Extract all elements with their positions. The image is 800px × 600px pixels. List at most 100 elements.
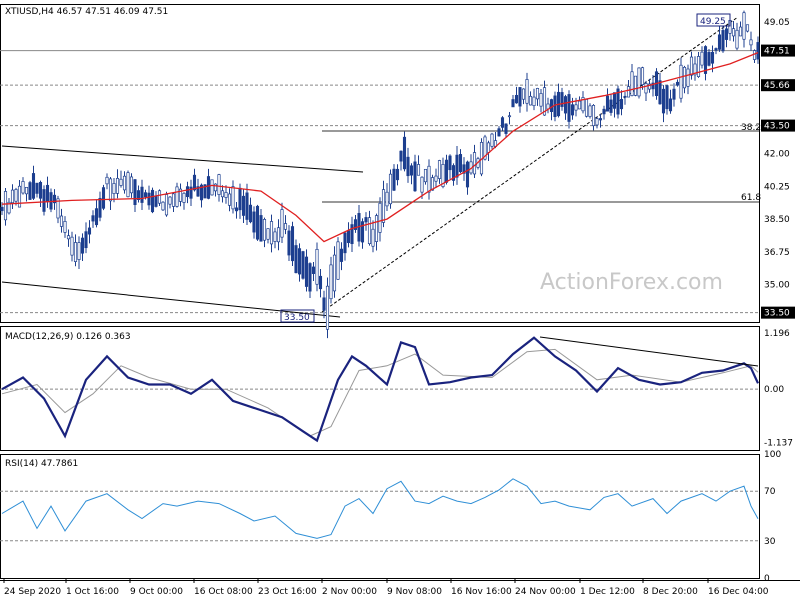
candle-body [756, 42, 760, 60]
candle-body [266, 228, 270, 240]
candle-body [360, 221, 365, 243]
candle-body [640, 67, 645, 86]
candle-body [98, 197, 102, 218]
price-panel [0, 10, 760, 339]
candle-body [238, 187, 242, 211]
candle-body [318, 275, 323, 290]
candle-body [371, 228, 375, 247]
candle-body [665, 85, 669, 110]
candle-body [745, 24, 750, 32]
candle-body [528, 95, 533, 106]
candle-body [234, 207, 239, 212]
candle-body [164, 194, 169, 216]
candle-body [80, 237, 85, 254]
candle-body [52, 194, 57, 204]
price-tick-label: 33.50 [764, 309, 790, 319]
candle-body [430, 177, 435, 191]
time-tick-label: 1 Oct 16:00 [66, 587, 119, 597]
candle-body [31, 173, 36, 199]
candle-body [644, 83, 648, 94]
rsi-tick-label: 30 [764, 537, 776, 547]
candle-body [73, 242, 78, 262]
candle-body [105, 176, 109, 185]
candle-body [570, 104, 575, 116]
candle-body [343, 232, 347, 254]
candle-body [304, 256, 309, 287]
candle-body [581, 97, 585, 112]
candle-body [658, 80, 662, 105]
candle-body [696, 56, 701, 78]
candle-body [651, 82, 655, 90]
candle-body [451, 165, 456, 181]
candle-body [714, 48, 718, 51]
symbol-header: XTIUSD,H4 46.57 47.51 46.09 47.51 [5, 7, 168, 17]
candle-body [567, 94, 571, 122]
candle-body [185, 186, 190, 198]
fib-61-label: 61.8 [741, 193, 761, 203]
candle-body [245, 192, 249, 220]
candle-body [749, 39, 753, 46]
candle-body [17, 185, 22, 208]
candle-body [392, 168, 396, 191]
candle-body [122, 175, 127, 191]
candle-body [252, 211, 256, 233]
candle-body [693, 63, 697, 76]
candle-body [381, 189, 386, 223]
candle-body [406, 156, 410, 177]
candle-body [497, 128, 501, 137]
candle-body [119, 178, 123, 186]
candle-body [612, 92, 617, 109]
candle-body [112, 183, 116, 194]
low-annotation: 33.50 [284, 313, 310, 323]
candle-body [262, 219, 267, 241]
candle-body [210, 179, 214, 196]
time-tick-label: 2 Nov 00:00 [322, 587, 377, 597]
candle-body [574, 104, 578, 111]
high-annotation: 49.25 [700, 17, 726, 27]
candle-body [175, 186, 179, 207]
candle-body [87, 227, 92, 235]
candle-body [255, 205, 260, 240]
candle-body [584, 99, 589, 117]
candle-body [269, 221, 274, 245]
candle-body [276, 227, 281, 243]
candle-body [423, 168, 428, 183]
candle-body [619, 99, 624, 110]
price-tick-label: 45.66 [764, 81, 790, 91]
macd-panel [0, 336, 759, 443]
candle-body [308, 263, 312, 292]
candle-body [45, 184, 50, 203]
candle-body [42, 189, 46, 212]
candle-body [143, 192, 148, 198]
candle-body [420, 176, 424, 193]
macd-tick-label: 1.196 [764, 329, 790, 339]
candle-body [700, 51, 704, 66]
channel-upper-line [1, 145, 364, 173]
trendline [321, 16, 739, 313]
candle-body [206, 176, 211, 199]
fib-38-label: 38.2 [741, 123, 761, 133]
low-annotation-box [280, 309, 315, 323]
candle-body [588, 105, 592, 117]
candle-body [434, 175, 438, 182]
candle-body [322, 297, 326, 311]
candle-body [490, 133, 494, 147]
candle-body [346, 230, 351, 244]
candle-body [626, 86, 631, 98]
candle-body [521, 88, 526, 100]
candle-body [56, 198, 60, 219]
candle-body [35, 182, 39, 194]
panel-frames [0, 4, 800, 581]
candle-body [689, 56, 694, 76]
candle-body [378, 202, 382, 233]
candle-body [3, 191, 8, 221]
time-tick-label: 8 Dec 20:00 [643, 587, 698, 597]
candle-body [661, 88, 666, 114]
candle-body [14, 189, 18, 202]
macd-signal-line [1, 348, 759, 437]
candle-body [465, 161, 470, 188]
candle-body [84, 231, 88, 249]
sma-line [1, 51, 759, 243]
candle-body [189, 186, 193, 199]
